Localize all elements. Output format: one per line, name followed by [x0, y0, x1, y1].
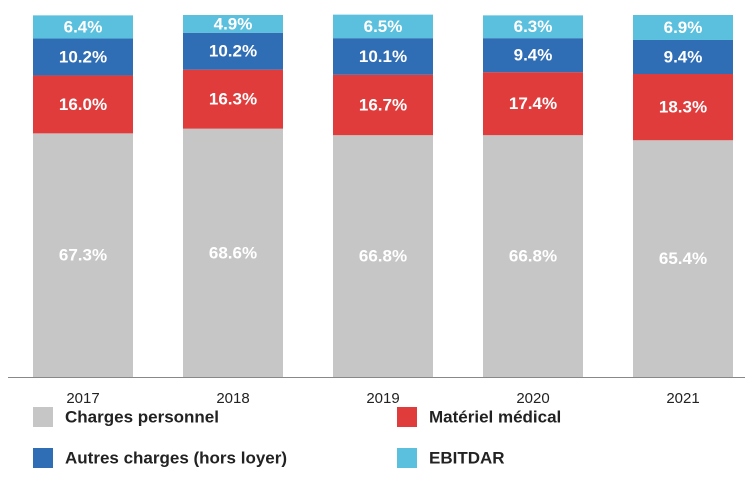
- x-tick-label: 2017: [66, 390, 99, 407]
- bar-segment: [183, 128, 283, 377]
- bar-segment: [33, 133, 133, 377]
- data-label: 66.8%: [359, 247, 407, 266]
- bar-segment: [633, 140, 733, 377]
- x-tick-label: 2018: [216, 390, 249, 407]
- bar-segment: [33, 75, 133, 134]
- legend-label: Charges personnel: [65, 407, 219, 426]
- data-label: 10.2%: [209, 42, 257, 61]
- bar-segment: [33, 15, 133, 39]
- legend-label: EBITDAR: [429, 448, 505, 467]
- bar-segment: [633, 39, 733, 75]
- bar-segment: [333, 38, 433, 75]
- data-label: 65.4%: [659, 249, 707, 268]
- legend-swatch: [33, 407, 53, 427]
- bar-segment: [483, 72, 583, 136]
- data-label: 10.1%: [359, 47, 407, 66]
- data-label: 66.8%: [509, 247, 557, 266]
- bar-segment: [183, 69, 283, 129]
- legend-swatch: [397, 407, 417, 427]
- bar-segment: [483, 135, 583, 377]
- data-label: 9.4%: [664, 47, 703, 66]
- bar-segment: [333, 135, 433, 377]
- data-label: 16.7%: [359, 95, 407, 114]
- legend-swatch: [397, 448, 417, 468]
- data-label: 9.4%: [514, 46, 553, 65]
- data-label: 10.2%: [59, 47, 107, 66]
- x-tick-label: 2021: [666, 390, 699, 407]
- bar-segment: [333, 14, 433, 39]
- data-label: 68.6%: [209, 243, 257, 262]
- bar-segment: [33, 38, 133, 76]
- data-label: 16.3%: [209, 90, 257, 109]
- data-label: 16.0%: [59, 95, 107, 114]
- data-label: 4.9%: [214, 14, 253, 33]
- bar-segment: [183, 32, 283, 70]
- bar-segment: [633, 15, 733, 40]
- bar-segment: [183, 15, 283, 33]
- data-label: 18.3%: [659, 98, 707, 117]
- bar-segment: [333, 74, 433, 136]
- x-tick-label: 2020: [516, 390, 549, 407]
- legend-swatch: [33, 448, 53, 468]
- bar-segment: [483, 15, 583, 39]
- data-label: 6.5%: [364, 17, 403, 36]
- x-tick-label: 2019: [366, 390, 399, 407]
- data-label: 6.4%: [64, 17, 103, 36]
- data-label: 67.3%: [59, 246, 107, 265]
- bar-segment: [483, 38, 583, 73]
- data-label: 17.4%: [509, 94, 557, 113]
- legend-label: Matériel médical: [429, 407, 561, 426]
- data-label: 6.9%: [664, 18, 703, 37]
- bar-segment: [633, 74, 733, 141]
- data-label: 6.3%: [514, 17, 553, 36]
- legend-label: Autres charges (hors loyer): [65, 448, 287, 467]
